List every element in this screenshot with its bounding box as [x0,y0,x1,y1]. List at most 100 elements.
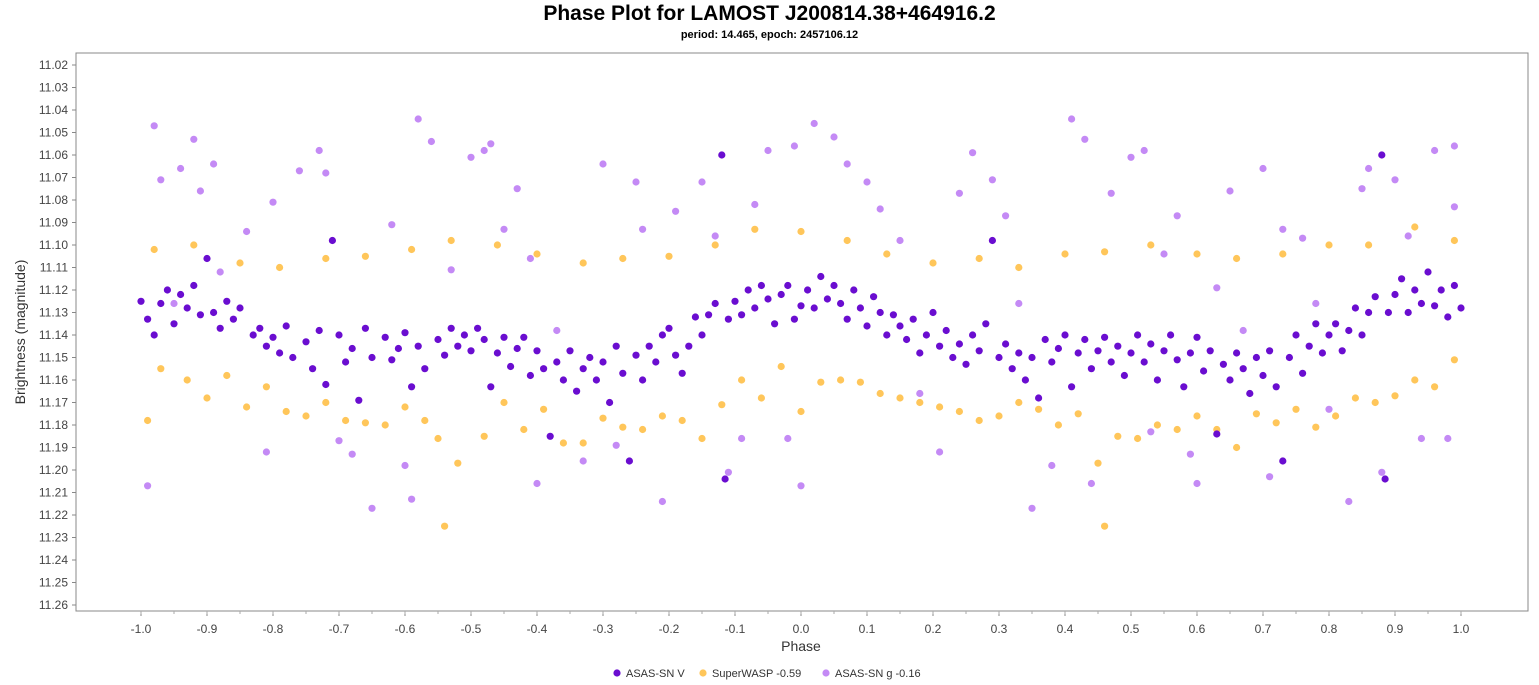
x-tick-label: -1.0 [131,622,152,636]
data-point [493,241,501,249]
data-point [876,308,884,317]
data-point [1398,275,1406,283]
x-tick-label: -0.7 [329,622,350,636]
data-point [1266,347,1274,355]
data-point [236,304,244,312]
data-point [447,266,455,274]
data-point [678,369,686,377]
data-point [955,340,964,348]
x-tick-label: 0.0 [793,622,810,636]
data-point [1200,367,1208,375]
x-tick-label: 0.6 [1189,622,1206,636]
data-point [817,272,825,281]
y-tick-label: 11.25 [39,576,68,590]
y-tick-label: 11.10 [39,238,68,252]
data-point [599,160,607,168]
data-point [1259,164,1267,173]
legend-marker [822,669,830,677]
data-point [243,227,251,236]
data-point [487,140,495,148]
data-point [282,407,290,416]
data-point [401,329,409,337]
data-point [969,149,977,157]
data-point [612,441,620,449]
data-point [1431,383,1439,391]
data-point [579,457,587,465]
data-point [1134,434,1142,443]
y-tick-label: 11.19 [39,441,68,455]
data-point [1272,383,1280,391]
data-point [705,311,713,319]
data-point [408,495,416,503]
y-tick-label: 11.09 [39,216,68,230]
data-point [1160,347,1168,355]
data-point [1272,419,1280,427]
data-point [718,401,726,409]
data-point [1239,326,1247,335]
data-point [790,142,799,150]
data-point [1431,146,1439,155]
data-point [1081,135,1089,143]
y-tick-label: 11.08 [39,193,68,207]
data-point [328,236,336,245]
data-point [678,416,686,425]
data-point [1299,369,1307,377]
plot-area [75,52,1529,612]
data-point [903,335,911,344]
data-point [1345,326,1353,335]
data-point [1061,250,1069,258]
data-point [850,286,858,294]
data-point [1391,290,1399,299]
legend-label: SuperWASP -0.59 [712,668,801,680]
data-point [381,421,389,429]
data-point [183,376,191,384]
y-tick-label: 11.03 [39,81,68,95]
data-point [1180,383,1188,391]
data-point [784,434,792,443]
data-point [243,403,251,411]
data-point [1107,189,1115,197]
data-point [1351,304,1359,312]
data-point [929,259,937,267]
y-tick-label: 11.05 [39,126,68,140]
y-tick-label: 11.15 [39,351,68,365]
data-point [203,394,211,402]
data-point [559,439,568,447]
data-point [691,313,700,321]
data-point [216,268,224,276]
data-point [223,371,231,380]
data-point [190,241,198,249]
data-point [843,236,851,245]
data-point [955,407,964,416]
data-point [942,326,950,335]
data-point [1193,479,1201,488]
data-point [150,122,158,130]
y-tick-label: 11.11 [40,261,69,275]
data-point [1450,142,1458,150]
data-point [1325,331,1333,339]
data-point [1391,392,1399,400]
x-tick-label: 0.2 [925,622,942,636]
data-point [269,333,277,341]
data-point [262,448,270,456]
data-point [1087,365,1095,373]
data-point [388,221,396,229]
data-point [632,351,640,359]
data-point [1041,335,1049,344]
data-point [467,347,475,355]
data-point [513,344,521,353]
data-point [658,412,667,420]
data-point [1252,410,1260,418]
data-point [441,522,449,530]
data-point [546,432,554,440]
data-point [249,331,257,339]
x-tick-label: -0.9 [197,622,218,636]
data-point [1054,421,1062,429]
data-point [896,322,904,330]
data-point [533,250,541,258]
data-point [1035,405,1043,413]
data-point [988,176,997,184]
y-tick-label: 11.12 [39,283,68,297]
data-point [157,176,165,184]
data-point [579,259,587,267]
